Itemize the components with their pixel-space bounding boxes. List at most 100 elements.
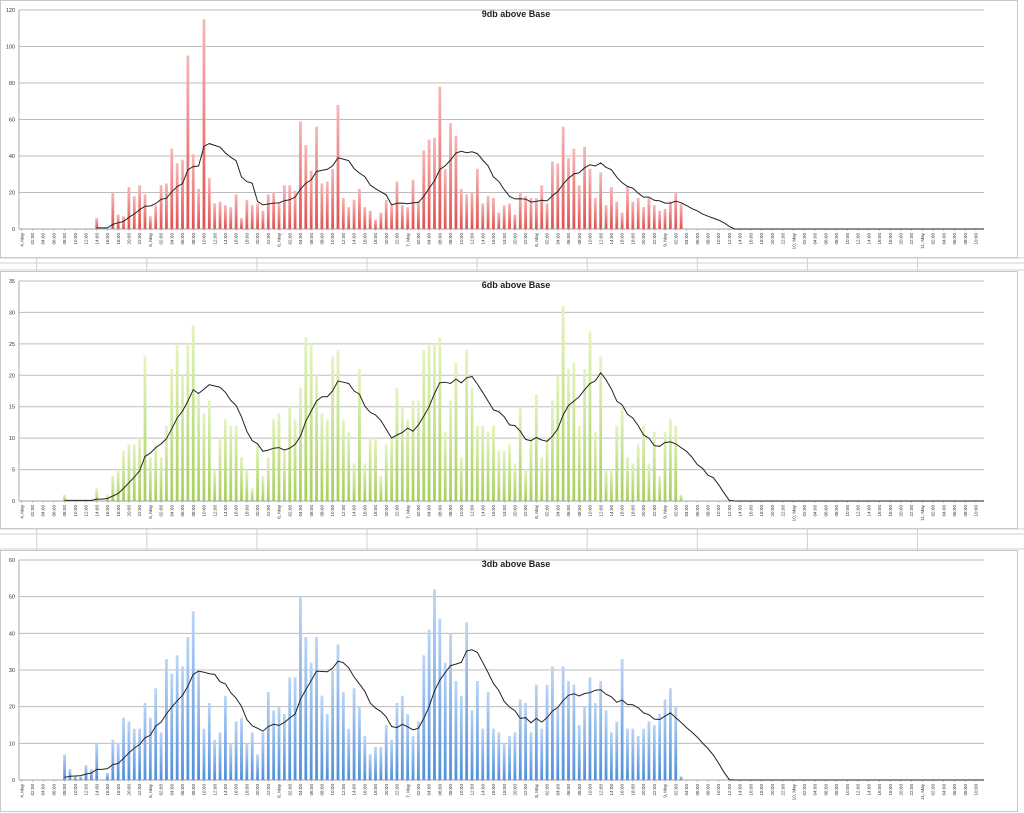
x-tick-label: 10:00	[845, 505, 850, 517]
bar	[663, 208, 667, 229]
bar	[132, 196, 136, 229]
bar	[481, 728, 485, 780]
y-tick-label: 15	[9, 405, 15, 411]
bar	[106, 494, 109, 501]
bar	[395, 181, 399, 229]
bar	[256, 203, 259, 229]
bar	[658, 714, 662, 780]
x-tick-label: 12:00	[856, 505, 861, 517]
x-tick-label: 04:00	[555, 505, 560, 517]
bar	[663, 431, 667, 501]
bar	[138, 185, 142, 229]
x-tick-label: 06:00	[695, 233, 700, 245]
x-tick-label: 22:00	[137, 505, 142, 517]
chart-3db-above-base[interactable]: 0 10 20 30 40 50 60 3db above Base 4, May 02:00 04…	[0, 550, 1018, 812]
x-tick-label: 18:00	[116, 233, 121, 245]
bar	[73, 776, 77, 780]
x-tick-label: 06:00	[51, 505, 56, 517]
bar	[261, 210, 265, 229]
x-tick-label: 10:00	[73, 233, 78, 245]
x-tick-label: 20:00	[255, 505, 260, 517]
bar	[631, 728, 635, 780]
bar	[207, 703, 211, 780]
bar	[588, 677, 592, 780]
x-tick-label: 14:00	[480, 784, 485, 796]
bar	[224, 695, 227, 780]
x-tick-label: 02:00	[416, 233, 421, 245]
bar	[191, 154, 195, 229]
x-tick-label: 20:00	[255, 233, 260, 245]
x-tick-label: 02:00	[287, 505, 292, 517]
bar	[454, 681, 458, 780]
x-tick-label: 16:00	[748, 233, 753, 245]
bar	[256, 754, 259, 780]
x-tick-label: 20:00	[513, 233, 518, 245]
bar	[674, 425, 678, 501]
x-tick-label: 04:00	[169, 505, 174, 517]
bar	[417, 400, 420, 501]
y-tick-label: 40	[9, 154, 15, 160]
bar	[513, 732, 517, 780]
x-tick-label: 8, May	[534, 232, 539, 246]
bar	[154, 688, 158, 780]
chart-9db-above-base[interactable]: 0 20 40 60 80 100 120 9db above Base 4, May 02:00…	[0, 0, 1018, 258]
x-tick-label: 08:00	[834, 233, 839, 245]
bar	[422, 150, 426, 229]
bar	[186, 343, 190, 501]
bar	[497, 450, 501, 501]
y-tick-label: 60	[9, 118, 15, 124]
x-tick-label: 20:00	[384, 784, 389, 796]
bar	[229, 425, 233, 501]
bar	[481, 425, 485, 501]
x-tick-label: 16:00	[877, 233, 882, 245]
bar	[497, 212, 501, 229]
bar	[170, 673, 174, 780]
x-tick-label: 14:00	[223, 505, 228, 517]
bar	[352, 688, 356, 780]
bar	[551, 400, 554, 501]
bar	[122, 450, 125, 501]
bar	[567, 157, 570, 229]
bar	[492, 728, 495, 780]
bar	[363, 736, 367, 780]
x-tick-label: 20:00	[513, 505, 518, 517]
x-tick-label: 12:00	[727, 784, 732, 796]
x-tick-label: 14:00	[223, 233, 228, 245]
bar	[309, 662, 313, 780]
x-tick-label: 10:00	[459, 505, 464, 517]
bar	[266, 692, 270, 780]
x-tick-label: 04:00	[41, 233, 46, 245]
x-tick-label: 10:00	[73, 784, 78, 796]
bar	[395, 387, 399, 501]
bar	[266, 194, 270, 229]
x-tick-label: 18:00	[502, 233, 507, 245]
y-tick-label: 30	[9, 310, 15, 316]
bar	[668, 688, 672, 780]
x-tick-label: 10:00	[459, 233, 464, 245]
x-tick-label: 12:00	[598, 233, 603, 245]
bar	[438, 618, 442, 780]
bar	[148, 457, 152, 501]
bar	[250, 488, 254, 501]
x-tick-label: 16:00	[362, 233, 367, 245]
x-tick-label: 7, May	[405, 504, 410, 518]
x-tick-label: 08:00	[448, 505, 453, 517]
bar	[518, 192, 522, 229]
x-tick-label: 02:00	[931, 784, 936, 796]
x-tick-label: 14:00	[738, 233, 743, 245]
bar	[63, 494, 66, 501]
bar	[604, 710, 608, 780]
bar	[250, 205, 254, 229]
x-tick-label: 06:00	[952, 784, 957, 796]
bar	[556, 163, 560, 229]
chart-6db-above-base[interactable]: 0 5 10 15 20 25 30 35 6db above Base 4, May 02:00 0…	[0, 271, 1018, 529]
bar	[320, 695, 324, 780]
bar	[154, 205, 158, 229]
y-tick-label: 50	[9, 595, 15, 601]
x-tick-label: 14:00	[609, 784, 614, 796]
x-tick-label: 02:00	[802, 233, 807, 245]
bar	[384, 444, 388, 501]
bar	[636, 197, 640, 229]
bar	[545, 684, 549, 780]
